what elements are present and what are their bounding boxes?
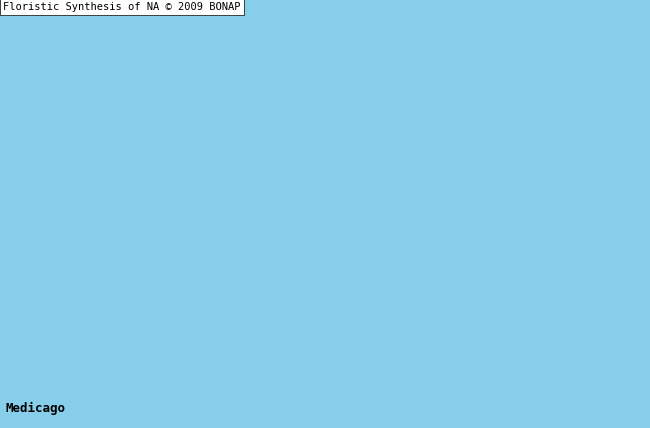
Text: Medicago: Medicago [5, 402, 65, 415]
Text: Floristic Synthesis of NA © 2009 BONAP: Floristic Synthesis of NA © 2009 BONAP [3, 2, 240, 12]
